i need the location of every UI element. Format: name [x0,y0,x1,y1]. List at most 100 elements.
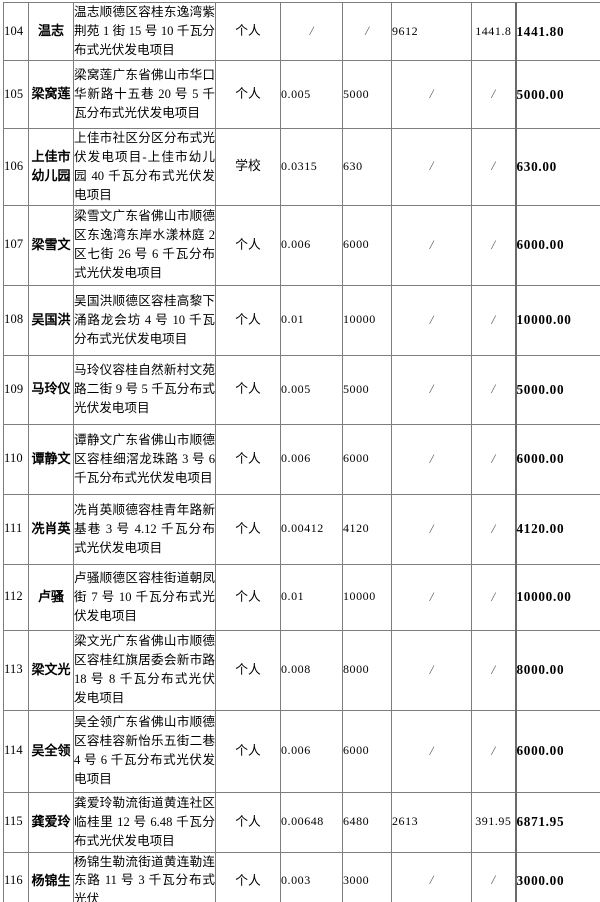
table-row: 111 冼肖英 冼肖英顺德容桂青年路新基巷 3 号 4.12 千瓦分布式光伏发电… [3,493,600,565]
row-project-name: 龚爱玲勒流街道黄连社区临桂里 12 号 6.48 千瓦分布式光伏发电项目 [73,791,216,853]
row-capacity: 0.005 [280,60,343,129]
row-amount-c: / [471,354,516,425]
row-account-name: 梁窝莲 [28,60,74,129]
row-total: 10000.00 [514,284,600,356]
row-amount-b: / [391,204,472,286]
row-total: 5000.00 [514,354,600,425]
row-amount-c: / [471,851,516,902]
row-index: 115 [3,791,29,853]
row-project-type: 个人 [215,493,281,565]
row-capacity: 0.005 [280,354,343,425]
row-total: 6000.00 [514,204,600,286]
row-index: 108 [3,284,29,356]
row-index: 112 [3,563,29,631]
table-row: 114 吴全领 吴全领广东省佛山市顺德区容桂容新怡乐五街二巷 4 号 6 千瓦分… [3,709,600,793]
row-amount-c: / [471,204,516,286]
row-project-name: 马玲仪容桂自然新村文苑路二街 9 号 5 千瓦分布式光伏发电项目 [73,354,216,425]
row-amount-a: 10000 [342,284,392,356]
row-amount-a: 4120 [342,493,392,565]
row-capacity: 0.00648 [280,791,343,853]
row-amount-b: / [391,423,472,495]
row-total: 6871.95 [514,791,600,853]
table-body: 104 温志 温志顺德区容桂东逸湾紫荆苑 1 街 15 号 10 千瓦分布式光伏… [3,2,600,902]
row-capacity: 0.0315 [280,128,343,206]
row-total: 6000.00 [514,423,600,495]
row-amount-a: 5000 [342,60,392,129]
row-index: 109 [3,354,29,425]
row-capacity: 0.006 [280,423,343,495]
row-amount-a: 6000 [342,423,392,495]
row-project-type: 学校 [215,128,281,206]
table-row: 115 龚爱玲 龚爱玲勒流街道黄连社区临桂里 12 号 6.48 千瓦分布式光伏… [3,791,600,853]
table-row: 107 梁雪文 梁雪文广东省佛山市顺德区东逸湾东岸水漾林庭 2 区七街 26 号… [3,204,600,286]
row-amount-c: / [471,60,516,129]
row-total: 3000.00 [514,851,600,902]
row-amount-a: / [342,2,392,61]
row-account-name: 谭静文 [28,423,74,495]
row-amount-b: / [391,354,472,425]
row-account-name: 梁雪文 [28,204,74,286]
row-index: 114 [3,709,29,793]
row-project-type: 个人 [215,354,281,425]
row-amount-c: / [471,423,516,495]
row-index: 116 [3,851,29,902]
row-project-name: 梁雪文广东省佛山市顺德区东逸湾东岸水漾林庭 2 区七街 26 号 6 千瓦分布式… [73,204,216,286]
row-amount-a: 6000 [342,204,392,286]
row-amount-b: / [391,128,472,206]
row-amount-c: / [471,709,516,793]
row-total: 5000.00 [514,60,600,129]
row-amount-b: / [391,60,472,129]
subsidy-table: 104 温志 温志顺德区容桂东逸湾紫荆苑 1 街 15 号 10 千瓦分布式光伏… [3,2,600,902]
row-amount-a: 10000 [342,563,392,631]
table-row: 104 温志 温志顺德区容桂东逸湾紫荆苑 1 街 15 号 10 千瓦分布式光伏… [3,2,600,61]
row-project-name: 吴国洪顺德区容桂高黎下涌路龙会坊 4 号 10 千瓦分布式光伏发电项目 [73,284,216,356]
table-row: 105 梁窝莲 梁窝莲广东省佛山市华口华新路十五巷 20 号 5 千瓦分布式光伏… [3,60,600,129]
row-account-name: 梁文光 [28,629,74,711]
row-project-name: 冼肖英顺德容桂青年路新基巷 3 号 4.12 千瓦分布式光伏发电项目 [73,493,216,565]
row-amount-a: 8000 [342,629,392,711]
row-project-name: 吴全领广东省佛山市顺德区容桂容新怡乐五街二巷 4 号 6 千瓦分布式光伏发电项目 [73,709,216,793]
row-amount-c: 1441.8 [471,2,516,61]
row-index: 106 [3,128,29,206]
row-project-type: 个人 [215,284,281,356]
row-total: 8000.00 [514,629,600,711]
row-project-name: 上佳市社区分区分布式光伏发电项目-上佳市幼儿园 40 千瓦分布式光伏发电项目 [73,128,216,206]
table-row: 113 梁文光 梁文光广东省佛山市顺德区容桂红旗居委会新市路 18 号 8 千瓦… [3,629,600,711]
table-row: 109 马玲仪 马玲仪容桂自然新村文苑路二街 9 号 5 千瓦分布式光伏发电项目… [3,354,600,425]
row-account-name: 温志 [28,2,74,61]
row-project-type: 个人 [215,851,281,902]
row-account-name: 吴全领 [28,709,74,793]
row-amount-a: 5000 [342,354,392,425]
row-total: 6000.00 [514,709,600,793]
row-capacity: 0.008 [280,629,343,711]
table-row: 108 吴国洪 吴国洪顺德区容桂高黎下涌路龙会坊 4 号 10 千瓦分布式光伏发… [3,284,600,356]
row-account-name: 上佳市幼儿园 [28,128,74,206]
row-index: 113 [3,629,29,711]
row-amount-a: 3000 [342,851,392,902]
row-capacity: 0.006 [280,709,343,793]
row-amount-b: 9612 [391,2,472,61]
row-total: 630.00 [514,128,600,206]
row-amount-c: / [471,563,516,631]
row-account-name: 龚爱玲 [28,791,74,853]
row-project-type: 个人 [215,563,281,631]
row-account-name: 冼肖英 [28,493,74,565]
row-amount-c: / [471,493,516,565]
row-project-name: 卢骚顺德区容桂街道朝凤街 7 号 10 千瓦分布式光伏发电项目 [73,563,216,631]
table-row: 112 卢骚 卢骚顺德区容桂街道朝凤街 7 号 10 千瓦分布式光伏发电项目 个… [3,563,600,631]
row-project-name: 温志顺德区容桂东逸湾紫荆苑 1 街 15 号 10 千瓦分布式光伏发电项目 [73,2,216,61]
row-amount-c: 391.95 [471,791,516,853]
row-index: 107 [3,204,29,286]
row-project-type: 个人 [215,204,281,286]
row-account-name: 吴国洪 [28,284,74,356]
row-project-type: 个人 [215,60,281,129]
row-index: 111 [3,493,29,565]
row-account-name: 卢骚 [28,563,74,631]
row-total: 4120.00 [514,493,600,565]
row-index: 104 [3,2,29,61]
row-amount-a: 6000 [342,709,392,793]
table-row: 116 杨锦生 杨锦生勒流街道黄连勒连东路 11 号 3 千瓦分布式光伏 个人 … [3,851,600,902]
row-amount-b: / [391,709,472,793]
row-capacity: / [280,2,343,61]
row-capacity: 0.00412 [280,493,343,565]
